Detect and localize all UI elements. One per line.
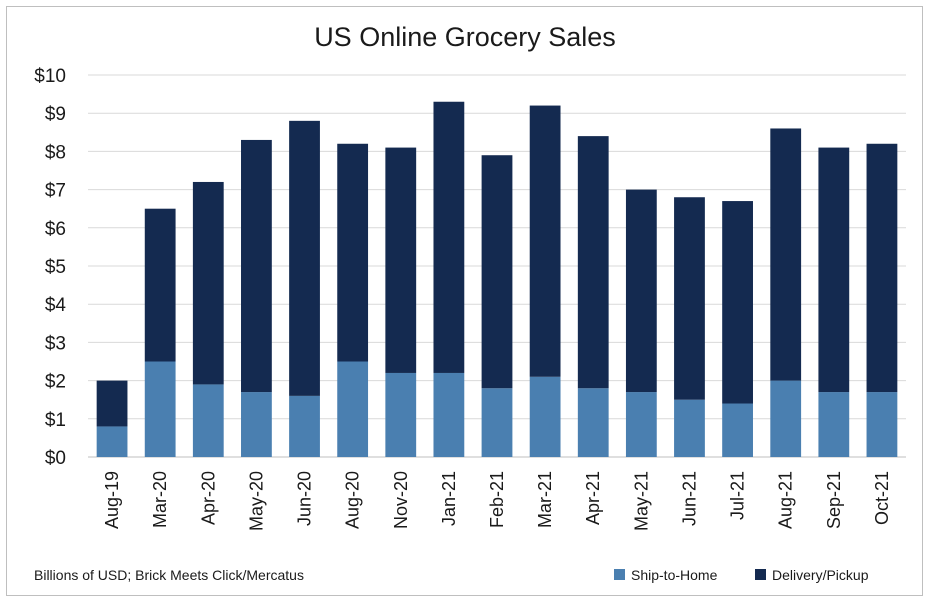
y-tick-label: $7 [45,181,66,202]
y-tick-label: $5 [45,257,66,278]
legend-label-ship-to-home: Ship-to-Home [631,567,718,583]
bar-ship-to-home-may-21 [625,392,657,457]
bar-delivery-pickup-aug-19 [96,380,128,427]
bar-delivery-pickup-may-20 [241,139,272,393]
x-tick-label: Aug-19 [102,471,122,529]
bar-delivery-pickup-apr-21 [577,136,609,389]
x-tick-label: Mar-21 [535,471,555,528]
bar-ship-to-home-aug-21 [770,380,802,457]
x-tick-label: Apr-20 [198,471,218,525]
x-tick-label: Apr-21 [583,471,603,525]
x-tick-label: Jan-21 [439,471,459,526]
bar-delivery-pickup-oct-21 [866,143,898,393]
y-axis-ticks: $0 $1 $2 $3 $4 $5 $6 $7 $8 $9 $10 [34,66,66,469]
bar-delivery-pickup-jan-21 [433,101,465,373]
gridlines [88,74,906,458]
bar-delivery-pickup-sep-21 [818,147,850,393]
source-note: Billions of USD; Brick Meets Click/Merca… [34,567,304,583]
bar-ship-to-home-mar-21 [529,376,561,457]
bar-ship-to-home-sep-21 [818,392,850,457]
bar-delivery-pickup-jul-21 [722,201,753,404]
x-tick-label: Oct-21 [872,471,892,525]
chart-title: US Online Grocery Sales [314,22,616,52]
bar-delivery-pickup-jun-21 [674,197,705,400]
y-tick-label: $1 [45,410,66,431]
y-tick-label: $0 [45,448,66,469]
bar-delivery-pickup-jun-20 [289,120,320,396]
y-tick-label: $6 [45,219,66,240]
x-tick-label: Nov-20 [391,471,411,529]
bar-ship-to-home-may-20 [241,392,272,457]
x-axis-ticks: Aug-19 Mar-20 Apr-20 May-20 Jun-20 Aug-20 Nov-… [102,471,892,531]
bar-delivery-pickup-aug-21 [770,128,802,381]
legend-swatch-ship-to-home [614,569,625,580]
bar-delivery-pickup-aug-20 [337,143,369,362]
x-tick-label: May-20 [246,471,266,531]
x-tick-label: Aug-20 [343,471,363,529]
bar-delivery-pickup-mar-20 [144,208,176,362]
bar-ship-to-home-apr-21 [577,388,609,457]
x-tick-label: Jun-20 [295,471,315,526]
y-tick-label: $4 [45,295,67,316]
y-tick-label: $10 [34,66,66,87]
bars [96,101,898,457]
bar-ship-to-home-aug-19 [96,426,128,457]
bar-ship-to-home-apr-20 [192,384,224,457]
bar-delivery-pickup-nov-20 [385,147,417,373]
x-tick-label: Aug-21 [776,471,796,529]
legend-swatch-delivery-pickup [755,569,766,580]
x-tick-label: Mar-20 [150,471,170,528]
x-tick-label: Jun-21 [679,471,699,526]
x-tick-label: May-21 [631,471,651,531]
bar-ship-to-home-aug-20 [337,361,369,457]
bar-ship-to-home-nov-20 [385,372,417,457]
y-tick-label: $8 [45,142,66,163]
bar-ship-to-home-jun-21 [674,399,705,457]
bar-ship-to-home-jul-21 [722,403,753,457]
legend: Ship-to-Home Delivery/Pickup [614,567,869,583]
y-tick-label: $3 [45,333,66,354]
bar-ship-to-home-feb-21 [481,388,513,457]
bar-delivery-pickup-mar-21 [529,105,561,377]
bar-delivery-pickup-may-21 [625,189,657,393]
bar-delivery-pickup-apr-20 [192,181,224,385]
bar-ship-to-home-jan-21 [433,372,465,457]
bar-ship-to-home-jun-20 [289,395,320,457]
x-tick-label: Feb-21 [487,471,507,528]
legend-label-delivery-pickup: Delivery/Pickup [772,567,869,583]
bar-ship-to-home-mar-20 [144,361,176,457]
bar-delivery-pickup-feb-21 [481,155,513,389]
y-tick-label: $2 [45,372,66,393]
y-tick-label: $9 [45,104,66,125]
x-tick-label: Jul-21 [728,471,748,520]
x-tick-label: Sep-21 [824,471,844,529]
bar-ship-to-home-oct-21 [866,392,898,457]
